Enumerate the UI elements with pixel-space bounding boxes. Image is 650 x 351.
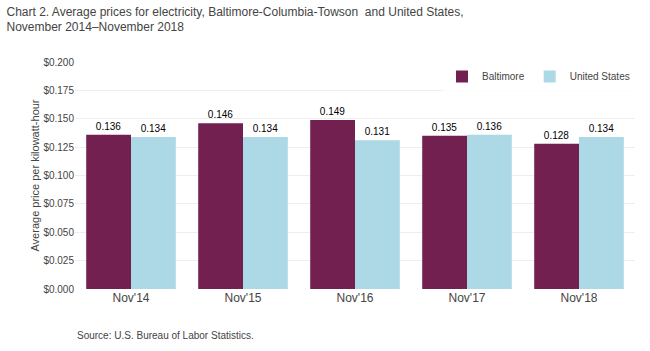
svg-text:$0.075: $0.075 [43,198,74,209]
svg-text:0.135: 0.135 [432,122,457,133]
svg-text:0.128: 0.128 [544,130,569,141]
svg-text:Nov'16: Nov'16 [337,291,374,305]
svg-text:$0.000: $0.000 [43,284,74,295]
svg-text:$0.150: $0.150 [43,113,74,124]
svg-text:$0.025: $0.025 [43,255,74,266]
svg-text:$0.175: $0.175 [43,85,74,96]
svg-text:United States: United States [570,71,630,82]
svg-text:0.134: 0.134 [589,123,614,134]
svg-text:$0.100: $0.100 [43,170,74,181]
svg-text:0.136: 0.136 [96,121,121,132]
svg-text:0.134: 0.134 [141,123,166,134]
svg-text:Baltimore: Baltimore [482,71,525,82]
svg-text:0.131: 0.131 [365,126,390,137]
svg-text:Nov'15: Nov'15 [225,291,262,305]
svg-text:0.136: 0.136 [477,121,502,132]
svg-text:Nov'17: Nov'17 [449,291,486,305]
svg-text:$0.125: $0.125 [43,142,74,153]
svg-text:$0.200: $0.200 [43,57,74,68]
svg-text:Average price per kilowatt-hou: Average price per kilowatt-hour [29,99,41,251]
svg-text:0.149: 0.149 [320,106,345,117]
svg-text:Source: U.S. Bureau of Labor S: Source: U.S. Bureau of Labor Statistics. [77,330,254,341]
svg-text:0.134: 0.134 [253,123,278,134]
svg-text:Chart 2. Average prices for el: Chart 2. Average prices for electricity,… [7,5,464,35]
svg-text:0.146: 0.146 [208,109,233,120]
svg-text:Nov'14: Nov'14 [113,291,150,305]
svg-text:Nov'18: Nov'18 [561,291,598,305]
svg-text:$0.050: $0.050 [43,227,74,238]
